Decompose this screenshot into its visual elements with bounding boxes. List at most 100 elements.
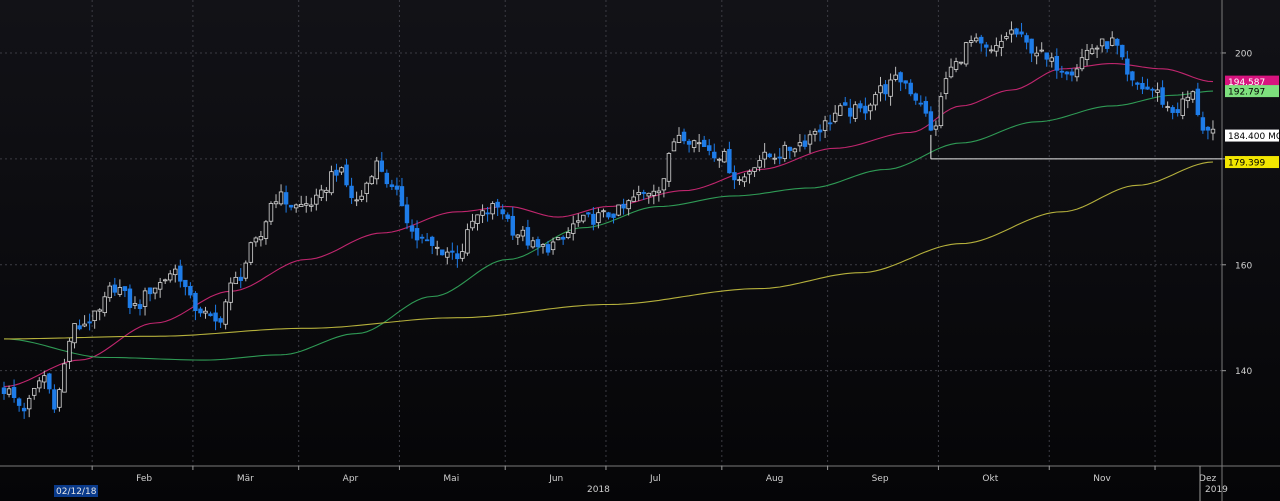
candle-body [661, 178, 667, 191]
candle-body [777, 156, 782, 159]
candle-body [1150, 88, 1155, 91]
x-tick-label: Aug [766, 474, 784, 484]
x-tick-label: Mär [237, 474, 254, 484]
candle-body [973, 37, 979, 42]
price-label: 179.399 [1228, 159, 1265, 169]
candle-body [1079, 57, 1085, 70]
candle-body [1054, 55, 1060, 71]
candle-body [1170, 107, 1175, 113]
candle-body [681, 131, 687, 142]
candle-body [168, 273, 173, 281]
candle-body [404, 204, 410, 224]
candle-body [1094, 47, 1100, 50]
candle-body [979, 36, 984, 44]
candle-body [868, 104, 873, 112]
candle-body [802, 140, 808, 147]
candle-body [374, 160, 379, 180]
y-tick-label: 140 [1235, 367, 1252, 377]
candle-body [767, 153, 772, 158]
candle-body [193, 292, 198, 311]
candle-body [6, 388, 12, 395]
candle-body [11, 386, 17, 398]
candle-body [717, 158, 722, 161]
candle-body [908, 82, 913, 95]
candle-body [651, 190, 657, 196]
candle-body [1069, 71, 1075, 76]
candle-body [1024, 35, 1029, 43]
candle-body [263, 221, 269, 239]
candle-body [42, 375, 47, 383]
candle-body [218, 318, 223, 323]
candle-body [1049, 57, 1054, 62]
candle-body [132, 303, 138, 306]
candle-body [581, 214, 586, 222]
price-label: 184.400 MO [1228, 132, 1280, 142]
candle-body [1039, 49, 1044, 52]
candle-body [1004, 36, 1009, 39]
candle-body [162, 279, 168, 282]
candle-body [304, 203, 309, 206]
candle-body [1089, 48, 1095, 54]
candle-body [152, 287, 158, 294]
candle-body [817, 129, 823, 133]
candle-body [943, 78, 949, 94]
candle-body [248, 242, 254, 263]
candle-body [843, 102, 848, 106]
candle-body [480, 210, 485, 216]
candle-body [465, 229, 470, 254]
candle-body [460, 251, 465, 259]
candle-body [827, 122, 833, 125]
candle-body [540, 244, 546, 247]
candle-body [16, 398, 22, 406]
candle-body [399, 186, 405, 207]
candle-body [621, 203, 626, 209]
candle-body [565, 232, 571, 239]
y-tick-label: 160 [1235, 261, 1252, 271]
candle-body [1104, 41, 1110, 49]
candle-body [1165, 106, 1170, 109]
candle-body [1130, 71, 1135, 81]
candle-body [314, 194, 319, 205]
candle-body [963, 42, 969, 65]
date-tag-box [54, 485, 98, 497]
x-tick-label: Nov [1093, 474, 1111, 484]
candle-body [183, 279, 188, 288]
candle-body [434, 246, 440, 249]
candle-body [550, 241, 556, 251]
candle-body [530, 240, 536, 248]
candle-body [1029, 38, 1034, 54]
candle-body [873, 94, 878, 106]
candle-body [500, 209, 505, 215]
candle-body [309, 204, 314, 207]
candle-body [389, 184, 395, 187]
candle-body [848, 107, 853, 117]
candle-body [888, 79, 893, 97]
candle-body [142, 290, 148, 307]
candle-body [1200, 117, 1206, 131]
candle-body [157, 282, 163, 290]
candle-body [1120, 44, 1125, 58]
candle-body [298, 203, 304, 207]
candle-body [147, 287, 153, 295]
candle-body [208, 313, 213, 317]
candle-body [334, 169, 339, 176]
candle-body [586, 212, 591, 215]
candle-body [762, 151, 767, 160]
candle-body [409, 225, 415, 232]
candle-body [82, 323, 87, 327]
candle-body [520, 229, 526, 237]
price-label-box [1225, 129, 1279, 142]
candle-body [137, 304, 143, 309]
candle-body [198, 308, 203, 314]
candle-body [1074, 68, 1080, 78]
candle-body [636, 191, 641, 196]
candle-body [203, 310, 208, 314]
candle-body [752, 167, 757, 172]
candle-body [440, 249, 445, 256]
candle-body [555, 237, 561, 241]
price-label: 194.587 [1228, 78, 1265, 88]
candle-body [646, 192, 651, 197]
x-tick-label: Jul [649, 474, 661, 484]
